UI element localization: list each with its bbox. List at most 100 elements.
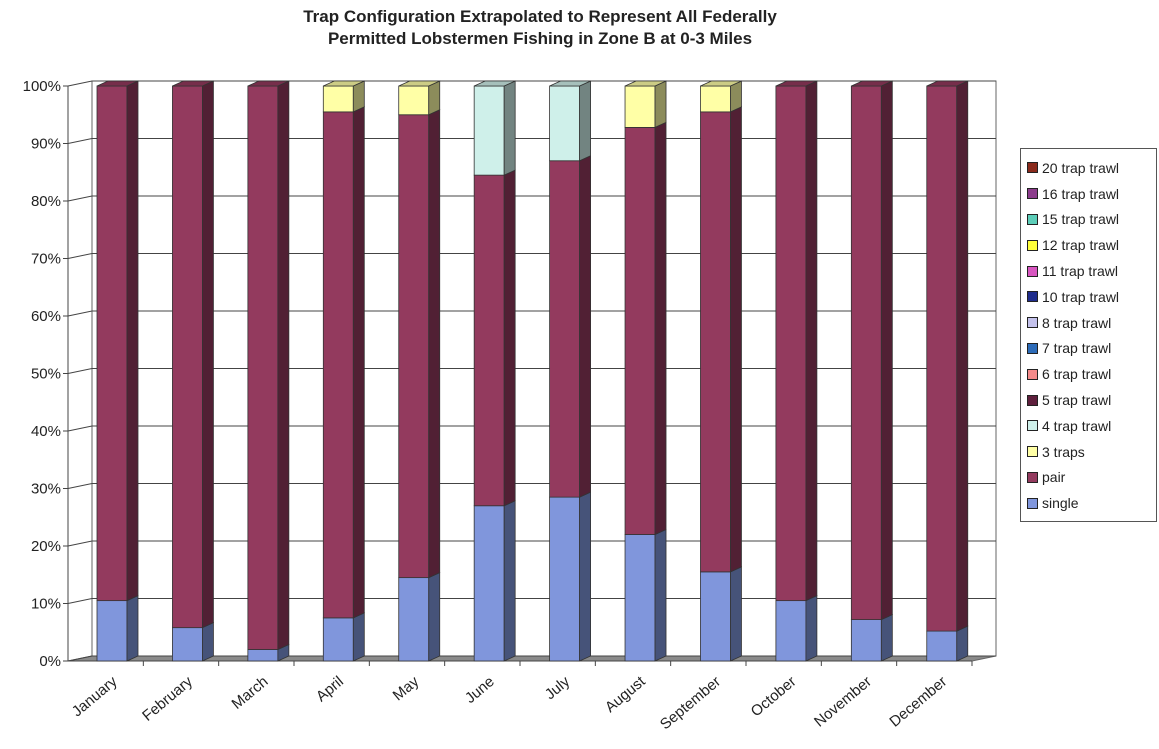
gridline: [67, 310, 996, 317]
legend-item-single: single: [1027, 490, 1156, 516]
bar-side-single-may: [428, 572, 441, 662]
legend-item-20-trap-trawl: 20 trap trawl: [1027, 155, 1156, 181]
gridline: [67, 540, 996, 547]
bar-side-pair-may: [428, 109, 441, 579]
bar-side-pair-october: [805, 80, 818, 602]
gridline: [67, 425, 996, 432]
bar-stack-march: [247, 80, 290, 662]
legend-swatch: [1027, 471, 1038, 483]
y-tick-label: 50%: [31, 366, 61, 383]
x-tick-label-march: March: [229, 673, 272, 713]
legend-label: 12 trap trawl: [1042, 237, 1120, 254]
bar-segment-pair-october: [775, 85, 807, 602]
bar-top-february: [172, 80, 214, 87]
y-tick-label: 70%: [31, 251, 61, 268]
bars: [96, 80, 969, 662]
bar-stack-december: [926, 80, 969, 662]
bar-side-single-july: [579, 491, 591, 662]
x-tick-label-october: October: [748, 673, 800, 720]
bar-segment-pair-november: [850, 85, 882, 620]
bar-segment-pair-may: [398, 114, 430, 579]
x-tick-label-june: June: [462, 673, 498, 707]
bar-segment-single-november: [850, 619, 882, 662]
bar-segment-pair-august: [624, 127, 656, 535]
y-tick-label: 100%: [23, 78, 61, 95]
bar-side-pair-march: [277, 80, 290, 651]
legend-swatch: [1027, 394, 1038, 406]
bar-segment-3-traps-april: [322, 85, 354, 113]
bar-stack-january: [96, 80, 139, 662]
x-tick-label-november: November: [811, 673, 875, 731]
legend-swatch: [1027, 342, 1038, 354]
x-tick-label-july: July: [542, 673, 574, 703]
bar-top-may: [398, 80, 440, 87]
legend-label: 10 trap trawl: [1042, 288, 1120, 305]
legend-item-15-trap-trawl: 15 trap trawl: [1027, 207, 1156, 233]
bar-segment-single-may: [398, 577, 430, 662]
bar-side-single-september: [730, 566, 742, 662]
bar-segment-pair-april: [322, 111, 354, 619]
bar-top-october: [775, 80, 818, 87]
legend-label: 3 traps: [1042, 443, 1085, 460]
bar-top-april: [323, 80, 365, 87]
x-tick-label-april: April: [313, 673, 347, 705]
legend-swatch: [1027, 317, 1038, 329]
y-tick-label: 80%: [31, 193, 61, 210]
x-tick-label-february: February: [139, 673, 196, 725]
bar-side-pair-november: [880, 80, 893, 621]
bar-side-3-traps-may: [428, 80, 441, 116]
legend-swatch: [1027, 446, 1038, 458]
bar-segment-3-traps-august: [624, 85, 656, 128]
axes: [63, 85, 973, 666]
bar-segment-pair-december: [926, 85, 958, 632]
gridline: [67, 598, 996, 604]
bar-segment-pair-march: [247, 85, 279, 650]
legend-swatch: [1027, 497, 1038, 509]
legend-label: 20 trap trawl: [1042, 159, 1120, 176]
bar-segment-3-traps-may: [398, 85, 430, 116]
bar-segment-pair-february: [172, 85, 203, 629]
bar-top-july: [549, 80, 591, 87]
legend-swatch: [1027, 265, 1038, 277]
bar-top-june: [474, 80, 516, 87]
y-tick-label: 60%: [31, 308, 61, 325]
gridline: [67, 483, 996, 489]
x-tick-label-december: December: [886, 673, 950, 731]
bar-side-single-november: [880, 613, 893, 662]
legend-item-11-trap-trawl: 11 trap trawl: [1027, 258, 1156, 284]
legend-label: 8 trap trawl: [1042, 314, 1112, 331]
bar-stack-may: [398, 80, 441, 662]
y-tick-label: 20%: [31, 538, 61, 555]
bar-top-november: [851, 80, 893, 87]
bar-segment-single-september: [700, 571, 731, 662]
bar-segment-single-august: [624, 534, 656, 662]
legend-item-pair: pair: [1027, 465, 1156, 491]
legend-item-7-trap-trawl: 7 trap trawl: [1027, 336, 1156, 362]
legend-label: 16 trap trawl: [1042, 185, 1120, 202]
x-tick-labels: January February March April May June July Augu…: [69, 673, 951, 734]
bar-stack-june: [473, 80, 516, 662]
legend-label: pair: [1042, 469, 1066, 486]
bar-side-pair-february: [202, 80, 214, 629]
bar-stack-november: [850, 80, 893, 662]
legend-swatch: [1027, 420, 1038, 432]
legend-label: 7 trap trawl: [1042, 340, 1112, 357]
bar-side-pair-september: [730, 106, 742, 573]
gridline: [67, 368, 996, 374]
x-tick-label-january: January: [69, 673, 121, 721]
legend-swatch: [1027, 239, 1038, 251]
y-tick-label: 40%: [31, 423, 61, 440]
chart-title-line-2: Permitted Lobstermen Fishing in Zone B a…: [327, 29, 753, 48]
bar-segment-single-july: [549, 496, 580, 662]
bar-stack-july: [549, 80, 591, 662]
bar-top-march: [247, 80, 290, 87]
bar-side-3-traps-august: [654, 80, 667, 129]
bar-segment-3-traps-september: [700, 85, 731, 113]
bar-side-single-june: [503, 500, 516, 662]
bar-side-single-february: [202, 622, 214, 662]
x-tick-label-may: May: [390, 673, 423, 705]
y-tick-label: 10%: [31, 596, 61, 613]
bar-segment-single-march: [247, 649, 279, 662]
bar-side-pair-july: [579, 155, 591, 498]
gridlines: [67, 80, 996, 662]
